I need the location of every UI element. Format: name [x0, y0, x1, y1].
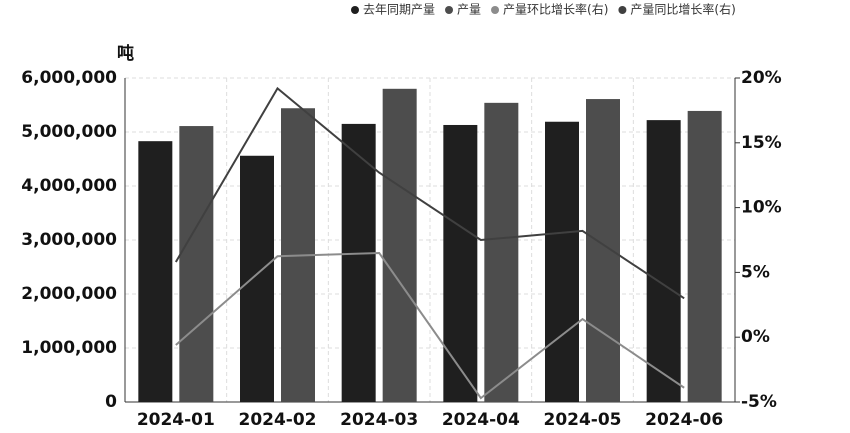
bar — [341, 123, 376, 403]
y-tick-label: 4,000,000 — [21, 176, 117, 196]
bar — [545, 121, 579, 403]
y2-tick-label: 10% — [741, 198, 782, 218]
y-tick-label: 6,000,000 — [21, 68, 117, 88]
x-tick-label: 2024-03 — [340, 410, 418, 430]
y-axis-unit: 吨 — [117, 43, 134, 64]
bar — [687, 110, 722, 402]
legend-label: 产量同比增长率(右) — [630, 2, 735, 17]
bar — [646, 120, 681, 403]
bar — [443, 124, 478, 402]
line — [174, 86, 685, 300]
x-tick-label: 2024-06 — [645, 410, 723, 430]
line — [175, 251, 685, 400]
y2-tick-label: -5% — [741, 392, 777, 412]
bar — [382, 88, 417, 403]
y-tick-label: 3,000,000 — [21, 230, 117, 250]
y2-tick-label: 0% — [741, 327, 770, 347]
y-tick-label: 2,000,000 — [21, 284, 117, 304]
bar — [179, 126, 214, 402]
bar — [240, 155, 274, 402]
y2-tick-label: 20% — [741, 68, 782, 88]
legend-marker — [445, 6, 454, 14]
legend-marker — [618, 6, 627, 14]
x-tick-label: 2024-01 — [137, 410, 215, 430]
legend-label: 产量 — [457, 3, 481, 17]
bar — [138, 141, 173, 402]
x-tick-label: 2024-05 — [543, 410, 621, 430]
legend-marker — [491, 6, 500, 14]
y2-tick-label: 15% — [741, 133, 782, 153]
y-tick-label: 0 — [105, 392, 117, 412]
x-tick-label: 2024-02 — [238, 410, 316, 430]
y-tick-label: 5,000,000 — [21, 122, 117, 142]
bar — [484, 102, 519, 402]
legend-marker — [351, 6, 359, 14]
bar — [586, 99, 620, 402]
legend-label: 去年同期产量 — [363, 3, 435, 17]
legend-label: 产量环比增长率(右) — [503, 2, 608, 17]
x-tick-label: 2024-04 — [442, 410, 520, 430]
y-tick-label: 1,000,000 — [21, 338, 117, 358]
y2-tick-label: 5% — [741, 262, 770, 282]
